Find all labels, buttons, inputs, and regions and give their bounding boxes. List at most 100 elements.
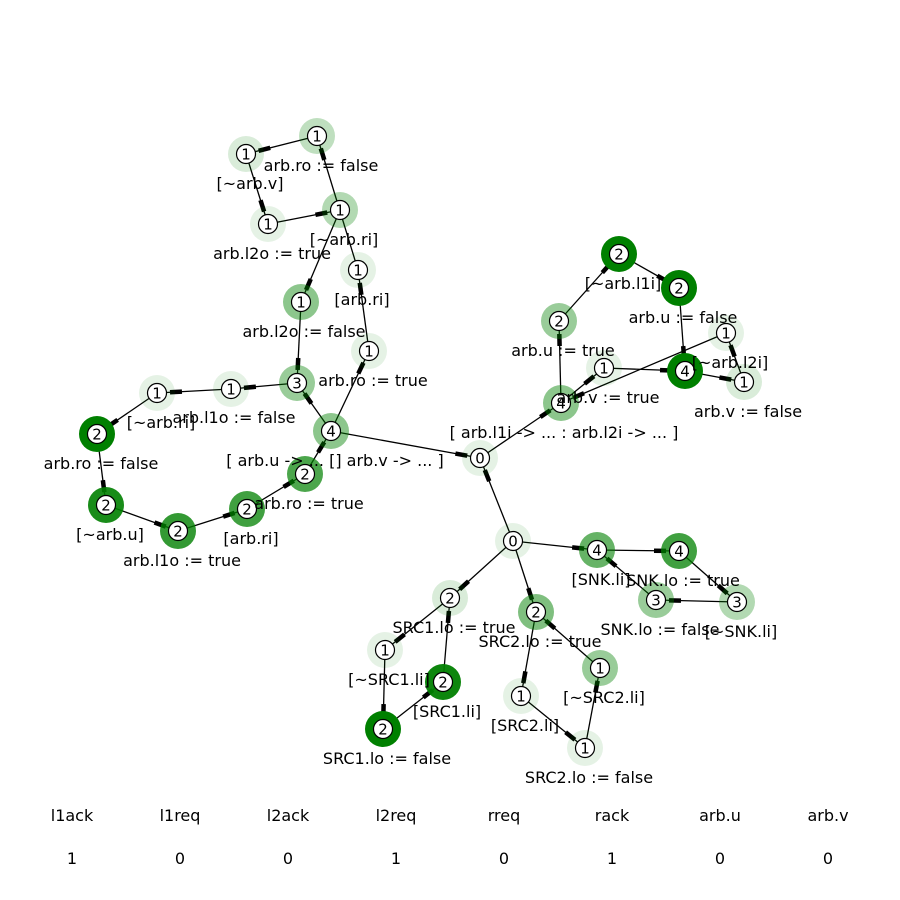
node-circle — [220, 378, 242, 400]
node-count: 2 — [300, 466, 310, 484]
node-count: 2 — [378, 721, 388, 739]
node-count: 1 — [241, 146, 251, 164]
node-label: [~arb.u] — [76, 525, 144, 544]
node-count: 1 — [595, 660, 605, 678]
node-label: arb.ro := true — [254, 494, 363, 513]
state-graph: 0 0 4 3 1 1 2 2 2 2 2 1 1 1 1 1 1 1 4 2 2 2 4 1 1 1 2 1 2 2 2 1 1 1 4 4 3 3 [… — [44, 118, 802, 787]
graph-node: 2 — [88, 487, 124, 523]
edge-arrowhead — [295, 357, 301, 371]
node-count: 3 — [651, 592, 661, 610]
graph-node: 2 — [661, 270, 697, 306]
variable-name: arb.u — [699, 806, 741, 825]
edge-arrowhead — [458, 579, 471, 591]
variable-name: arb.v — [807, 806, 849, 825]
graph-node: 3 — [279, 365, 315, 401]
graph-node: 2 — [365, 711, 401, 747]
variable-value: 1 — [66, 849, 78, 868]
edge-arrowhead — [318, 147, 327, 161]
node-circle — [329, 199, 351, 221]
node-circle — [502, 530, 524, 552]
node-count: 1 — [353, 262, 363, 280]
node-circle — [290, 291, 312, 313]
node-circle — [439, 587, 461, 609]
node-label: SRC1.lo := true — [393, 618, 516, 637]
graph-node: 4 — [579, 532, 615, 568]
node-circle — [374, 639, 396, 661]
variable-value: 0 — [714, 849, 726, 868]
node-count: 0 — [475, 450, 485, 468]
graph-node: 1 — [367, 632, 403, 668]
node-label: arb.ro := false — [264, 156, 379, 175]
edge-arrowhead — [315, 210, 328, 217]
node-circle — [645, 589, 667, 611]
graph-node: 2 — [541, 303, 577, 339]
graph-node: 1 — [726, 364, 762, 400]
node-count: 4 — [680, 363, 690, 381]
graph-node: 4 — [543, 385, 579, 421]
graph-node: 1 — [299, 118, 335, 154]
node-count: 1 — [516, 688, 526, 706]
graph-node: 1 — [582, 650, 618, 686]
node-circle — [95, 494, 117, 516]
graph-edge — [245, 135, 318, 155]
node-count: 2 — [531, 604, 541, 622]
node-circle — [550, 392, 572, 414]
node-label: [~arb.ri] — [127, 413, 196, 432]
node-label: [~SNK.li] — [705, 622, 777, 641]
graph-node: 1 — [283, 284, 319, 320]
node-count: 3 — [732, 594, 742, 612]
graph-edge — [330, 430, 481, 459]
edge-arrowhead — [243, 384, 257, 391]
node-layer: 0 0 4 3 1 1 2 2 2 2 2 1 1 1 1 1 1 1 4 2 2 2 4 1 1 1 2 1 2 2 2 1 1 1 4 4 3 3 — [79, 118, 762, 766]
node-label: [~arb.ri] — [310, 230, 379, 249]
node-circle — [726, 591, 748, 613]
edge-arrowhead — [454, 451, 468, 458]
node-circle — [432, 671, 454, 693]
graph-node: 1 — [586, 350, 622, 386]
node-circle — [469, 447, 491, 469]
node-label: [SRC1.li] — [413, 702, 481, 721]
node-count: 2 — [438, 674, 448, 692]
node-circle — [668, 277, 690, 299]
graph-node: 4 — [667, 353, 703, 389]
node-count: 1 — [364, 343, 374, 361]
node-label: arb.l1o := true — [123, 551, 241, 570]
graph-node: 1 — [228, 136, 264, 172]
variable-name: rack — [594, 806, 630, 825]
node-label: [ arb.l1i -> ... : arb.l2i -> ... ] — [450, 423, 679, 442]
node-count: 4 — [592, 542, 602, 560]
edge-arrowhead — [357, 282, 364, 296]
variable-value: 0 — [282, 849, 294, 868]
node-circle — [358, 340, 380, 362]
variables-header-row: l1ack l1req l2ack l2req rreq rack arb.u … — [0, 800, 900, 843]
graph-node: 1 — [340, 252, 376, 288]
graph-node: 2 — [432, 580, 468, 616]
node-circle — [715, 322, 737, 344]
edge-arrowhead — [521, 670, 528, 684]
node-circle — [320, 420, 342, 442]
graph-node: 1 — [250, 206, 286, 242]
edge-arrowhead — [539, 408, 552, 419]
node-circle — [525, 601, 547, 623]
node-count: 1 — [312, 128, 322, 146]
node-circle — [574, 737, 596, 759]
node-label: [~SRC2.li] — [563, 688, 645, 707]
variable-value: 0 — [174, 849, 186, 868]
node-label: arb.l2o := true — [213, 244, 331, 263]
graph-node: 2 — [518, 594, 554, 630]
variable-value: 1 — [390, 849, 402, 868]
node-label: [~arb.v] — [217, 174, 284, 193]
node-circle — [674, 360, 696, 382]
edge-arrowhead — [169, 389, 183, 395]
graph-node: 4 — [661, 533, 697, 569]
edge-arrowhead — [302, 392, 314, 405]
node-count: 1 — [580, 740, 590, 758]
edge-arrowhead — [445, 610, 452, 624]
graph-node: 1 — [139, 375, 175, 411]
graph-node: 1 — [322, 192, 358, 228]
node-count: 4 — [674, 543, 684, 561]
variable-value: 0 — [822, 849, 834, 868]
graph-node: 0 — [495, 523, 531, 559]
edge-arrowhead — [482, 469, 492, 483]
node-label: SRC1.lo := false — [323, 749, 451, 768]
